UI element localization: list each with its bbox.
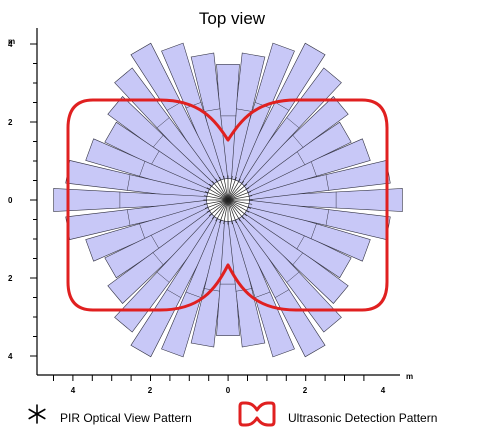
- x-tick-label: 0: [226, 386, 231, 395]
- pir-fan-line: [223, 175, 229, 201]
- pir-fan-line: [227, 199, 237, 224]
- x-tick-label: 2: [148, 386, 153, 395]
- pir-fan-line: [227, 199, 253, 205]
- x-axis: m 4 2 0 2 4: [37, 372, 413, 395]
- x-tick-label: 4: [71, 386, 76, 395]
- pir-beam-segment-line: [325, 209, 330, 226]
- pir-fan-line: [211, 199, 229, 220]
- pir-center-fan: [203, 175, 253, 225]
- y-tick-label: 0: [8, 196, 13, 205]
- pir-beam-segment-line: [156, 117, 170, 129]
- pir-beam-segment-line: [286, 117, 300, 129]
- pir-fan-line: [227, 199, 241, 222]
- pir-fan-line: [203, 195, 229, 201]
- pir-beam-segment-line: [325, 174, 330, 191]
- legend-ultrasonic-label: Ultrasonic Detection Pattern: [288, 411, 437, 425]
- pir-fan-line: [227, 178, 241, 201]
- pir-beam-segment-line: [296, 150, 306, 166]
- y-tick-label: 4: [8, 40, 13, 49]
- pir-fan-line: [211, 180, 229, 201]
- pir-fan-line: [219, 199, 229, 224]
- x-tick-label: 4: [381, 386, 386, 395]
- pir-beam-segment-line: [286, 271, 300, 283]
- y-tick-label: 2: [8, 118, 13, 127]
- pir-beam: [248, 199, 391, 240]
- pir-fan-line: [206, 187, 229, 201]
- x-tick-label: 2: [303, 386, 308, 395]
- pir-beam-segment-line: [150, 234, 160, 250]
- pir-beam-segment-line: [166, 289, 182, 299]
- pir-fan-line: [227, 180, 245, 201]
- x-axis-unit: m: [406, 372, 413, 381]
- pir-beam-segment-line: [139, 160, 146, 177]
- pir-beam-segment-line: [310, 160, 317, 177]
- pir-beam-segment-line: [185, 291, 202, 298]
- pir-fan-line: [227, 191, 252, 201]
- pir-beam-segment-line: [310, 223, 317, 240]
- heart-outline-icon: [238, 401, 276, 427]
- pir-fan-line: [223, 199, 229, 225]
- pir-fan-line: [227, 199, 250, 213]
- pir-beam-segment-line: [150, 150, 160, 166]
- pir-beam-segment-line: [139, 223, 146, 240]
- pir-fan-line: [208, 199, 229, 217]
- pir-beam-segment-line: [296, 234, 306, 250]
- pir-beam-segment-line: [292, 134, 304, 148]
- pir-fan-line: [219, 176, 229, 201]
- asterisk-icon: [28, 404, 46, 424]
- pir-beam-segment-line: [152, 252, 164, 266]
- pir-fan-line: [204, 199, 229, 209]
- pir-beam-segment-line: [274, 289, 290, 299]
- pir-fan-line: [227, 187, 250, 201]
- pir-beam-segment-line: [292, 252, 304, 266]
- ultrasonic-detection-outline: [66, 98, 389, 312]
- pir-fan-line: [227, 199, 252, 209]
- legend-pir-label: PIR Optical View Pattern: [60, 411, 192, 425]
- pir-beam-segment-line: [166, 101, 182, 111]
- legend: PIR Optical View Pattern Ultrasonic Dete…: [28, 401, 437, 427]
- y-axis-unit: m: [8, 37, 15, 46]
- pir-beam-segment-line: [126, 209, 131, 226]
- pir-fan-line: [227, 176, 237, 201]
- pir-fan-line: [227, 199, 233, 225]
- pir-beam-segment-line: [152, 134, 164, 148]
- pir-beam-segment-line: [274, 101, 290, 111]
- pir-optical-pattern: [53, 42, 403, 358]
- pir-fan-line: [227, 199, 245, 220]
- pir-fan-line: [227, 199, 248, 217]
- pir-beam-segment-line: [156, 271, 170, 283]
- pir-beam-segment-line: [203, 108, 221, 112]
- pir-fan-line: [208, 183, 229, 201]
- pir-fan-line: [227, 195, 253, 201]
- diagram-title: Top view: [199, 9, 266, 28]
- pir-fan-line: [204, 191, 229, 201]
- pir-beam-segment-line: [126, 174, 131, 191]
- pir-fan-line: [215, 178, 229, 201]
- pir-beam-segment-line: [254, 291, 271, 298]
- pir-beam-segment-line: [235, 108, 253, 112]
- pir-fan-line: [206, 199, 229, 213]
- y-tick-label: 2: [8, 274, 13, 283]
- pir-fan-line: [227, 175, 233, 201]
- pir-fan-line: [215, 199, 229, 222]
- y-axis: m 4 2 0 2 4: [8, 28, 38, 375]
- pir-fan-line: [203, 199, 229, 205]
- y-tick-label: 4: [8, 352, 13, 361]
- pir-fan-line: [227, 183, 248, 201]
